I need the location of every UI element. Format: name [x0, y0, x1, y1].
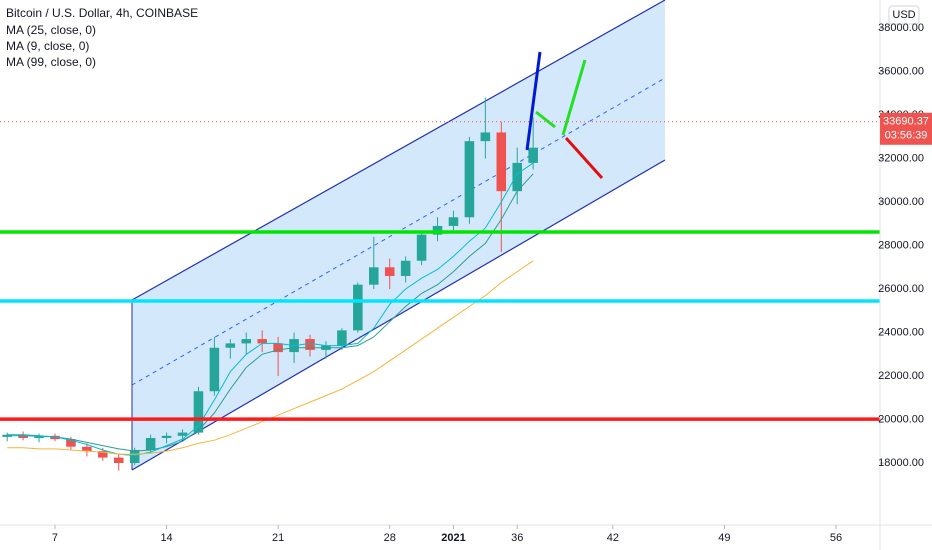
- x-tick-label: 36: [511, 532, 523, 544]
- pen-stroke-green: [535, 110, 556, 129]
- candle-body: [305, 339, 315, 350]
- candle-body: [241, 339, 252, 344]
- legend-entry: MA (99, close, 0): [6, 55, 96, 69]
- channel-upper: [131, 0, 666, 301]
- last-price-badge: [880, 112, 932, 145]
- candle-body: [34, 435, 44, 439]
- drawings: [0, 51, 880, 421]
- currency-box[interactable]: [888, 5, 920, 25]
- x-tick-label: 21: [272, 532, 284, 544]
- candle-body: [512, 162, 523, 192]
- legend-entry: MA (9, close, 0): [6, 39, 89, 53]
- moving-average: [7, 173, 534, 452]
- candle-body: [209, 347, 220, 392]
- candle-body: [50, 435, 60, 440]
- candle-body: [129, 449, 140, 464]
- y-tick-label: 22000.00: [878, 370, 924, 382]
- candle-body: [416, 234, 427, 261]
- candle-body: [161, 435, 172, 439]
- candle-body: [18, 434, 28, 439]
- y-tick-label: 24000.00: [878, 326, 924, 338]
- candle-body: [337, 330, 347, 346]
- candle-body: [368, 267, 379, 285]
- candle-body: [82, 446, 92, 452]
- candle-body: [66, 439, 76, 447]
- candle-body: [400, 260, 411, 276]
- last-price-label: 33690.37: [883, 116, 929, 128]
- currency: USD: [892, 9, 915, 21]
- candle-body: [528, 147, 538, 163]
- x-tick-label: 2021: [441, 532, 465, 544]
- legend-title: Bitcoin / U.S. Dollar, 4h, COINBASE: [6, 6, 198, 20]
- candle-body: [464, 141, 475, 218]
- pen-stroke-blue: [525, 51, 542, 151]
- candle-body: [177, 432, 188, 436]
- legend: Bitcoin / U.S. Dollar, 4h, COINBASE MA (…: [6, 6, 198, 69]
- x-tick-label: 42: [607, 532, 619, 544]
- candle-body: [448, 217, 459, 226]
- candle-body: [257, 339, 267, 344]
- y-tick-label: 18000.00: [878, 457, 924, 469]
- y-tick-label: 38000.00: [878, 22, 924, 34]
- moving-average: [7, 162, 534, 456]
- candle-body: [480, 132, 491, 142]
- y-tick-label: 32000.00: [878, 152, 924, 164]
- candle-body: [496, 132, 507, 192]
- x-tick-label: 14: [160, 532, 172, 544]
- candle-body: [145, 438, 156, 450]
- y-tick-label: 26000.00: [878, 283, 924, 295]
- x-tick-label: 7: [52, 532, 58, 544]
- y-tick-label: 28000.00: [878, 239, 924, 251]
- candle-body: [353, 284, 363, 331]
- x-tick-label: 49: [718, 532, 730, 544]
- x-tick-label: 56: [830, 532, 842, 544]
- pen-stroke-red: [564, 136, 604, 180]
- candle-body: [384, 267, 395, 276]
- y-tick-label: 30000.00: [878, 196, 924, 208]
- candle-body: [113, 457, 124, 464]
- candle-body: [2, 434, 12, 437]
- y-tick-label: 20000.00: [878, 413, 924, 425]
- x-tick-label: 28: [384, 532, 396, 544]
- countdown: 03:56:39: [885, 130, 928, 142]
- pen-stroke-green: [561, 59, 587, 136]
- candle-body: [193, 391, 204, 433]
- candle-body: [225, 343, 236, 348]
- candle-body: [273, 343, 283, 353]
- y-tick-label: 36000.00: [878, 65, 924, 77]
- candle-body: [98, 451, 108, 458]
- legend-entry: MA (25, close, 0): [6, 23, 96, 37]
